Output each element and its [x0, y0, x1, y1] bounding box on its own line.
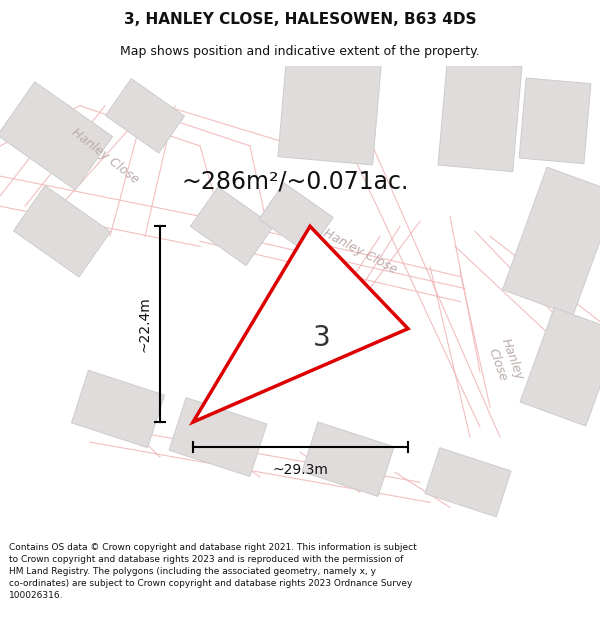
Text: Hanley Close: Hanley Close [69, 126, 141, 186]
Polygon shape [193, 226, 408, 422]
Text: ~22.4m: ~22.4m [138, 296, 152, 352]
Polygon shape [519, 78, 591, 164]
Polygon shape [438, 60, 522, 172]
Polygon shape [106, 79, 185, 153]
Polygon shape [278, 47, 382, 165]
Polygon shape [0, 82, 113, 190]
Text: Hanley
Close: Hanley Close [484, 337, 526, 387]
Text: Contains OS data © Crown copyright and database right 2021. This information is : Contains OS data © Crown copyright and d… [9, 544, 417, 600]
Text: ~29.3m: ~29.3m [272, 463, 328, 478]
Polygon shape [190, 187, 274, 266]
Polygon shape [425, 448, 511, 517]
Text: Hanley Close: Hanley Close [321, 226, 399, 276]
Text: Map shows position and indicative extent of the property.: Map shows position and indicative extent… [120, 45, 480, 58]
Polygon shape [302, 422, 394, 496]
Polygon shape [13, 186, 110, 277]
Polygon shape [169, 398, 267, 476]
Polygon shape [71, 371, 164, 448]
Text: 3, HANLEY CLOSE, HALESOWEN, B63 4DS: 3, HANLEY CLOSE, HALESOWEN, B63 4DS [124, 12, 476, 27]
Text: 3: 3 [313, 324, 331, 352]
Polygon shape [259, 183, 333, 254]
Polygon shape [520, 308, 600, 426]
Polygon shape [503, 167, 600, 316]
Text: ~286m²/~0.071ac.: ~286m²/~0.071ac. [181, 169, 409, 193]
